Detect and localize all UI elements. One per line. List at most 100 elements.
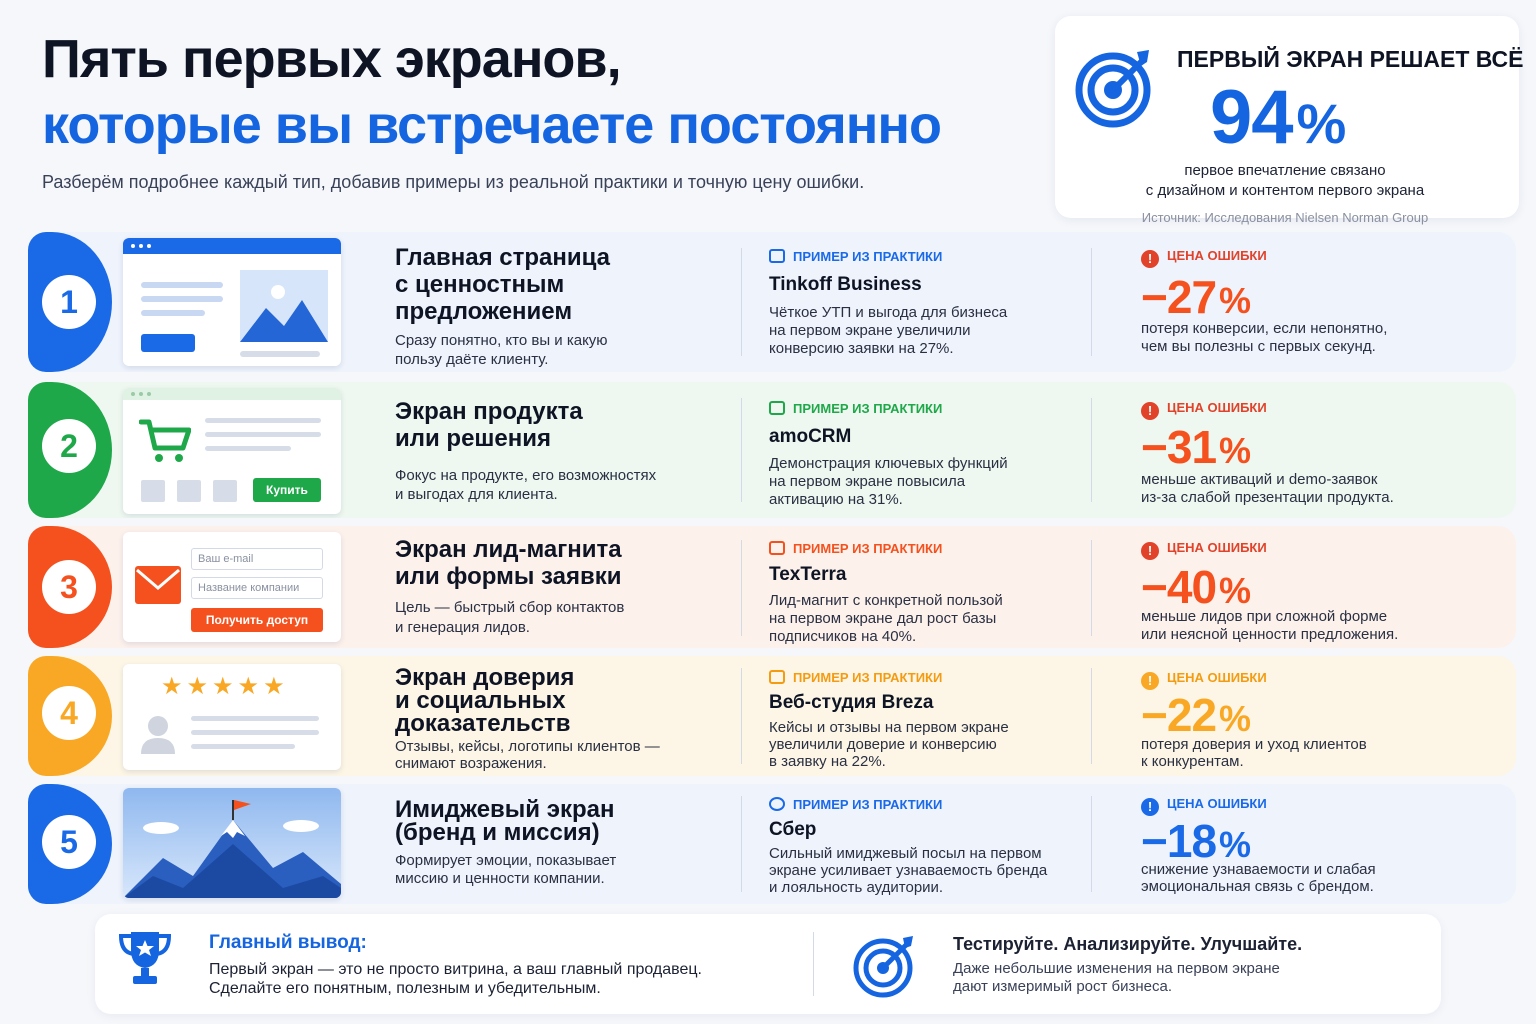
page-subtitle: Разберём подробнее каждый тип, добавив п… (42, 172, 865, 192)
error-value: −18% (1141, 815, 1251, 867)
divider (1091, 540, 1092, 636)
row-title: и социальных (395, 687, 566, 714)
example-label: ПРИМЕР ИЗ ПРАКТИКИ (769, 797, 942, 812)
warning-icon: ! (1141, 672, 1159, 690)
example-label: ПРИМЕР ИЗ ПРАКТИКИ (769, 249, 942, 264)
email-field: Ваш e-mail (191, 548, 323, 570)
example-label: ПРИМЕР ИЗ ПРАКТИКИ (769, 670, 942, 685)
example-company: amoCRM (769, 426, 852, 447)
row-title: или формы заявки (395, 563, 622, 590)
shopping-cart-icon (139, 419, 191, 462)
company-field: Название компании (191, 577, 323, 599)
row-2: 2 Купить Экран продукта или решения Фоку… (28, 382, 1516, 518)
divider (1091, 248, 1092, 356)
row-title: доказательств (395, 710, 571, 737)
row-1: 1 Главная страница с ценностным предложе… (28, 232, 1516, 372)
divider (741, 398, 742, 502)
error-label: ! ЦЕНА ОШИБКИ (1141, 400, 1267, 420)
brand-image-mockup (123, 788, 341, 898)
row-title: Экран продукта (395, 398, 583, 425)
example-desc: на первом экране увеличили (769, 322, 971, 339)
row-title: Имиджевый экран (395, 796, 615, 823)
error-desc: или неясной ценности предложения. (1141, 626, 1399, 643)
row-number: 2 (42, 419, 96, 473)
row-number: 1 (42, 275, 96, 329)
stat-desc-1: первое впечатление связано (1184, 162, 1386, 179)
example-desc: в заявку на 22%. (769, 753, 886, 770)
row-title: Главная страница (395, 244, 611, 271)
row-title: предложением (395, 298, 573, 325)
conclusion-card: Главный вывод: Первый экран — это не про… (95, 914, 1441, 1014)
divider (1091, 398, 1092, 502)
row-desc: и генерация лидов. (395, 619, 530, 636)
example-desc: Кейсы и отзывы на первом экране (769, 719, 1009, 736)
example-desc: Сильный имиджевый посыл на первом (769, 845, 1042, 862)
example-desc: конверсию заявки на 27%. (769, 340, 954, 357)
example-desc: экране усиливает узнаваемость бренда (769, 862, 1048, 879)
stat-desc-2: с дизайном и контентом первого экрана (1145, 182, 1425, 199)
warning-icon: ! (1141, 542, 1159, 560)
error-value: −27% (1141, 271, 1251, 323)
error-desc: к конкурентам. (1141, 753, 1244, 770)
row-4: 4 ★★★★★ Экран доверия и социальных доказ… (28, 656, 1516, 776)
error-desc: потеря конверсии, если непонятно, (1141, 320, 1388, 337)
error-label: ! ЦЕНА ОШИБКИ (1141, 540, 1267, 560)
page-title-accent: которые вы встречаете постоянно (42, 95, 942, 155)
page-title: Пять первых экранов, (42, 29, 622, 89)
example-company: Сбер (769, 819, 817, 840)
error-value: −40% (1141, 561, 1251, 613)
stat-heading: ПЕРВЫЙ ЭКРАН РЕШАЕТ ВСЁ (1177, 46, 1524, 72)
example-desc: Чёткое УТП и выгода для бизнеса (769, 304, 1008, 321)
example-icon (769, 401, 785, 415)
conclusion-title: Главный вывод: (209, 932, 367, 953)
error-label: ! ЦЕНА ОШИБКИ (1141, 670, 1267, 690)
example-icon (769, 670, 785, 684)
example-company: Tinkoff Business (769, 274, 922, 295)
testimonial-mockup: ★★★★★ (123, 664, 341, 770)
example-desc: на первом экране повысила (769, 473, 966, 490)
homepage-mockup (123, 238, 341, 366)
divider (741, 796, 742, 892)
avatar-icon (141, 716, 175, 754)
example-desc: и лояльность аудитории. (769, 879, 944, 896)
error-label: ! ЦЕНА ОШИБКИ (1141, 796, 1267, 816)
error-desc: чем вы полезны с первых секунд. (1141, 338, 1376, 355)
warning-icon: ! (1141, 250, 1159, 268)
mountain-flag-icon (123, 788, 341, 898)
error-desc: из-за слабой презентации продукта. (1141, 489, 1394, 506)
error-desc: эмоциональная связь с брендом. (1141, 878, 1374, 895)
stat-card: ПЕРВЫЙ ЭКРАН РЕШАЕТ ВСЁ 94% первое впеча… (1055, 16, 1524, 225)
row-title: (бренд и миссия) (395, 819, 600, 846)
conclusion-text: Первый экран — это не просто витрина, а … (209, 961, 702, 997)
row-desc: пользу даёте клиенту. (395, 351, 549, 368)
row-desc: миссию и ценности компании. (395, 870, 605, 887)
row-title: или решения (395, 425, 552, 452)
example-company: Веб-студия Breza (769, 692, 934, 713)
divider (741, 248, 742, 356)
row-number: 4 (42, 686, 96, 740)
trophy-icon (118, 932, 172, 984)
lead-form-mockup: Ваш e-mail Название компании Получить до… (123, 532, 341, 642)
image-placeholder-icon (240, 270, 328, 342)
error-value: −22% (1141, 689, 1251, 741)
cta-text: Даже небольшие изменения на первом экран… (953, 960, 1280, 995)
example-desc: подписчиков на 40%. (769, 628, 917, 645)
example-desc: активацию на 31%. (769, 491, 903, 508)
row-title: с ценностным (395, 271, 565, 298)
example-icon (769, 249, 785, 263)
target-icon (853, 936, 913, 998)
example-label: ПРИМЕР ИЗ ПРАКТИКИ (769, 401, 942, 416)
example-icon (769, 797, 785, 811)
row-desc: снимают возражения. (395, 755, 547, 772)
divider (1091, 796, 1092, 892)
warning-icon: ! (1141, 798, 1159, 816)
example-desc: увеличили доверие и конверсию (769, 736, 997, 753)
error-desc: снижение узнаваемости и слабая (1141, 861, 1376, 878)
example-label: ПРИМЕР ИЗ ПРАКТИКИ (769, 541, 942, 556)
product-mockup: Купить (123, 388, 341, 514)
error-desc: меньше активаций и demo-заявок (1141, 471, 1378, 488)
error-desc: меньше лидов при сложной форме (1141, 608, 1388, 625)
example-icon (769, 541, 785, 555)
envelope-icon (135, 566, 181, 604)
row-desc: и выгодах для клиента. (395, 486, 558, 503)
